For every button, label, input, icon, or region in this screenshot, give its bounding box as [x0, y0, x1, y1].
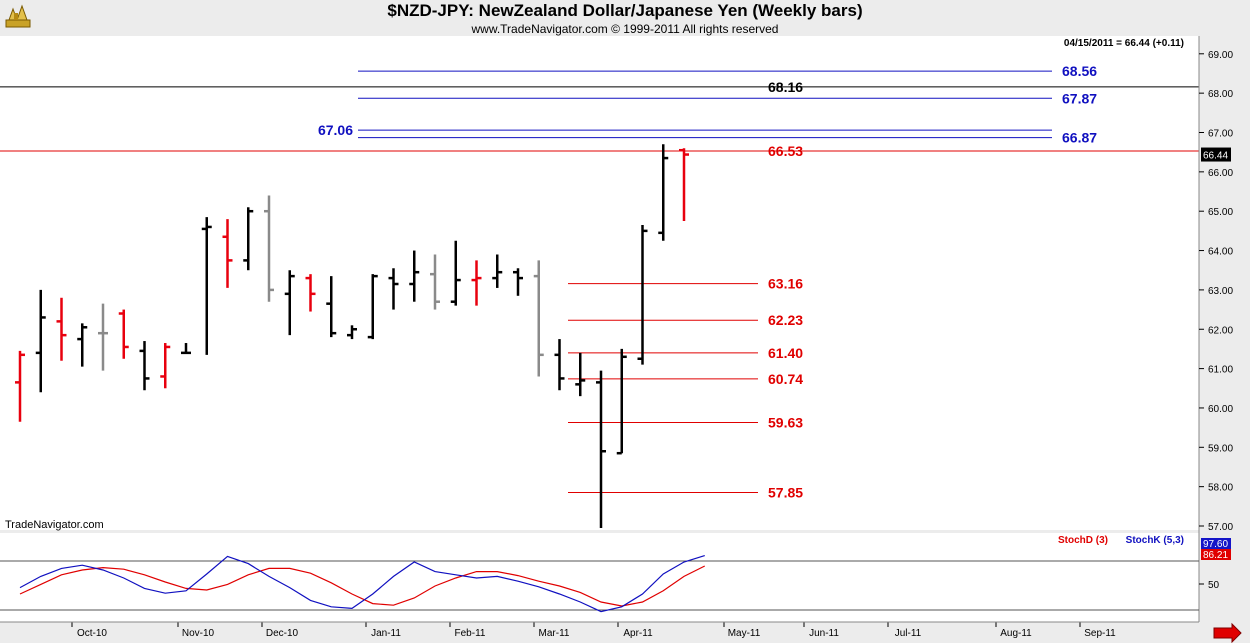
- fib-level-label: 61.40: [768, 345, 803, 361]
- fib-level-label: 60.74: [768, 371, 803, 387]
- y-axis-tick-label: 67.00: [1208, 129, 1233, 140]
- fib-level-label: 67.87: [1062, 90, 1097, 106]
- stoch-series-line: [19, 565, 706, 607]
- stoch-d-tag: [1201, 549, 1231, 560]
- stoch-k-legend: StochK (5,3): [1126, 535, 1184, 546]
- y-axis-tick-label: 57.00: [1208, 522, 1233, 533]
- fib-level-label: 68.16: [768, 79, 803, 95]
- fib-level-label: 63.16: [768, 276, 803, 292]
- stochastic-panel: [0, 533, 1199, 622]
- x-axis-month-label: Jul-11: [895, 628, 922, 639]
- fib-level-label: 67.06: [318, 122, 353, 138]
- fib-level-label: 62.23: [768, 312, 803, 328]
- y-axis-tick-label: 62.00: [1208, 325, 1233, 336]
- x-axis-month-label: Sep-11: [1084, 628, 1116, 639]
- x-axis-month-label: Dec-10: [266, 628, 299, 639]
- x-axis-month-label: Nov-10: [182, 628, 215, 639]
- stoch-k-tag-label: 97.60: [1203, 539, 1228, 550]
- stoch-d-tag-label: 86.21: [1203, 550, 1228, 561]
- y-axis-tick-label: 64.00: [1208, 247, 1233, 258]
- stoch-d-legend: StochD (3): [1058, 535, 1108, 546]
- x-axis-month-label: May-11: [728, 628, 761, 639]
- stoch-k-tag: [1201, 538, 1231, 549]
- last-quote-label: 04/15/2011 = 66.44 (+0.11): [1064, 38, 1184, 49]
- chart-title: $NZD-JPY: NewZealand Dollar/Japanese Yen…: [387, 1, 863, 20]
- y-axis-tick-label: 60.00: [1208, 404, 1233, 415]
- fib-level-label: 66.53: [768, 143, 803, 159]
- x-axis-month-label: Jan-11: [371, 628, 401, 639]
- y-axis-tick-label: 66.00: [1208, 168, 1233, 179]
- stoch-series-line: [19, 555, 705, 613]
- price-panel: [0, 36, 1199, 530]
- watermark-label: TradeNavigator.com: [5, 519, 104, 531]
- fib-level-label: 68.56: [1062, 63, 1097, 79]
- stoch-tick-label: 50: [1208, 580, 1220, 591]
- y-axis-tick-label: 65.00: [1208, 207, 1233, 218]
- fib-level-label: 59.63: [768, 415, 803, 431]
- y-axis-tick-label: 68.00: [1208, 89, 1233, 100]
- current-price-tag: [1201, 147, 1231, 162]
- y-axis-tick-label: 59.00: [1208, 443, 1233, 454]
- x-axis-month-label: Oct-10: [77, 628, 107, 639]
- y-axis-tick-label: 61.00: [1208, 365, 1233, 376]
- current-price-tag-label: 66.44: [1203, 151, 1228, 162]
- y-axis-tick-label: 69.00: [1208, 50, 1233, 61]
- x-axis-month-label: Aug-11: [1000, 628, 1032, 639]
- y-axis-tick-label: 63.00: [1208, 286, 1233, 297]
- x-axis-month-label: Jun-11: [809, 628, 839, 639]
- fib-level-label: 66.87: [1062, 130, 1097, 146]
- scroll-right-arrow-icon: [1213, 622, 1242, 643]
- y-axis-tick-label: 58.00: [1208, 483, 1233, 494]
- y-axis-panel: [1199, 36, 1250, 622]
- copyright-text: www.TradeNavigator.com © 1999-2011 All r…: [471, 22, 779, 36]
- fib-level-label: 57.85: [768, 485, 803, 501]
- x-axis-month-label: Apr-11: [623, 628, 653, 639]
- x-axis-month-label: Mar-11: [539, 628, 570, 639]
- trade-navigator-logo-icon: [5, 4, 31, 28]
- x-axis-month-label: Feb-11: [455, 628, 486, 639]
